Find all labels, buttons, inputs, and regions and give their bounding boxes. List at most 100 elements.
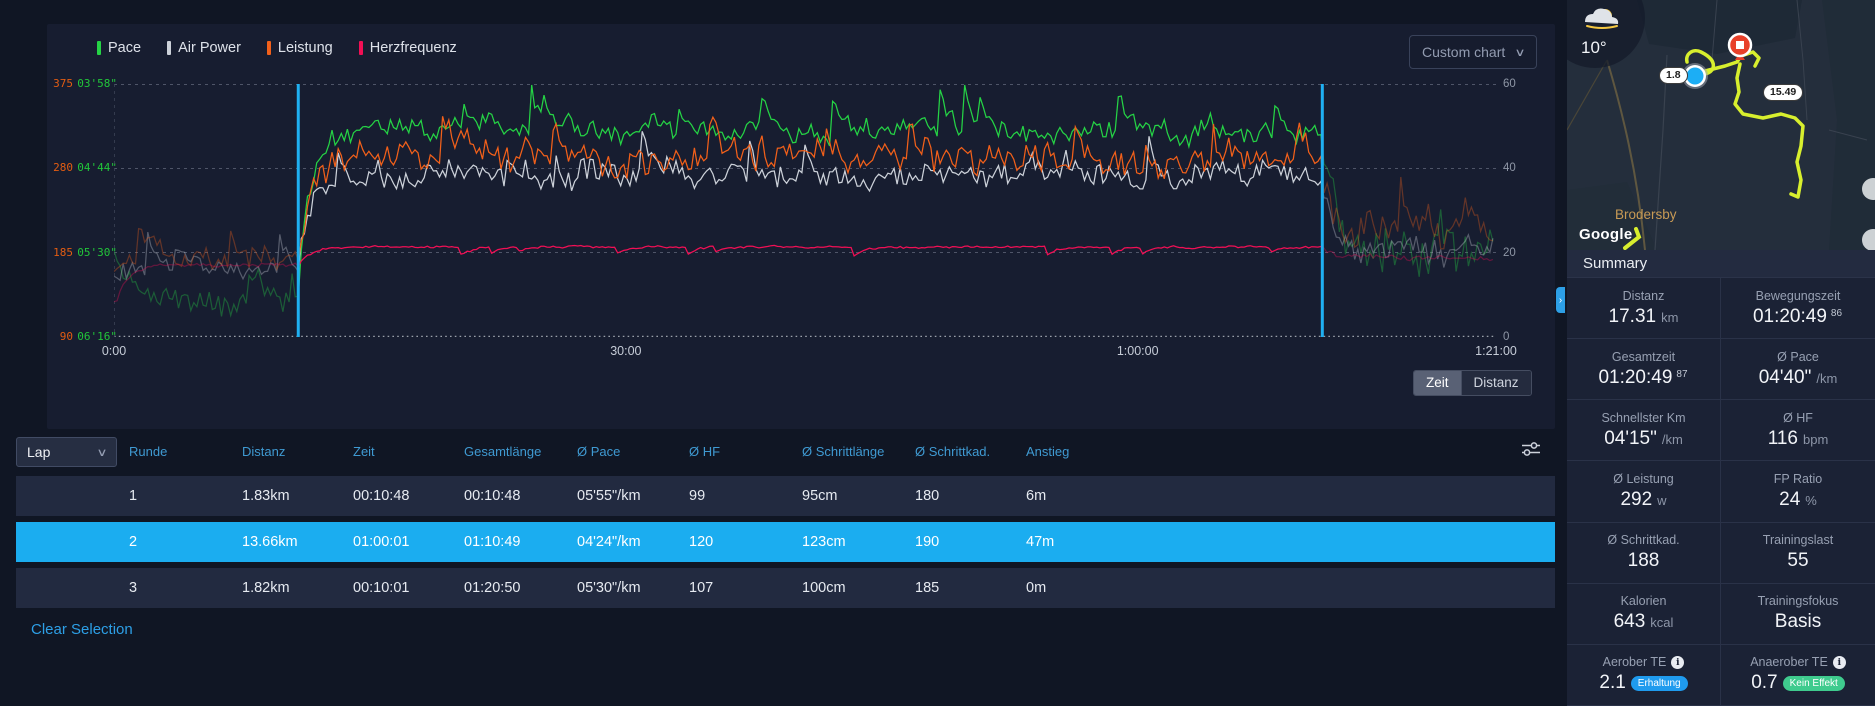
- x-tick-label: 0:00: [101, 344, 127, 358]
- summary-grid: Distanz 17.31 km Bewegungszeit 01:20:49 86 Ges…: [1567, 278, 1875, 706]
- panel-collapse-tab[interactable]: ›: [1556, 287, 1565, 313]
- lap-cell: 00:10:01: [353, 580, 410, 596]
- summary-unit: w: [1657, 492, 1667, 508]
- map-place-label: Brodersby: [1615, 207, 1677, 222]
- axis-tick-label: 40: [1503, 162, 1516, 175]
- lap-column-header[interactable]: Ø Schrittkad.: [915, 444, 991, 459]
- summary-unit: /km: [1661, 431, 1683, 447]
- summary-value: Basis: [1774, 611, 1822, 633]
- lap-select-label: Lap: [27, 444, 51, 460]
- summary-tile-1: Bewegungszeit 01:20:49 86: [1721, 278, 1875, 340]
- legend-item-1[interactable]: Air Power: [167, 40, 241, 56]
- lap-column-header[interactable]: Zeit: [353, 444, 375, 459]
- lap-table-header: Runde Distanz Zeit Gesamtlänge Ø Pace Ø HF Ø S…: [16, 440, 1555, 466]
- weather-icon: [1585, 8, 1619, 29]
- weather-temperature[interactable]: 10°: [1581, 38, 1607, 57]
- axis-tick-label: 90: [59, 330, 73, 343]
- legend-item-0[interactable]: Pace: [97, 40, 141, 56]
- legend-item-3[interactable]: Herzfrequenz: [358, 40, 457, 56]
- info-icon[interactable]: i: [1832, 655, 1846, 669]
- summary-label: Bewegungszeit: [1755, 288, 1841, 303]
- clear-selection-link[interactable]: Clear Selection: [31, 621, 133, 638]
- lap-cell: 6m: [1026, 488, 1047, 504]
- summary-value: 643: [1613, 611, 1646, 633]
- lap-cell: 0m: [1026, 580, 1047, 596]
- lap-cell: 190: [915, 534, 940, 550]
- end-distance-pill: 15.49: [1763, 84, 1804, 101]
- table-settings-icon[interactable]: [1521, 441, 1541, 462]
- lap-column-header[interactable]: Distanz: [242, 444, 286, 459]
- lap-cell: 1.82km: [242, 580, 290, 596]
- google-logo[interactable]: Google: [1579, 226, 1633, 243]
- lap-cell: 05'30"/km: [577, 580, 641, 596]
- summary-unit: /km: [1816, 370, 1838, 386]
- custom-chart-select[interactable]: Custom chart ∨: [1409, 35, 1537, 69]
- legend-item-2[interactable]: Leistung: [266, 40, 333, 56]
- lap-column-header[interactable]: Ø Schrittlänge: [802, 444, 885, 459]
- summary-header: Summary: [1567, 250, 1875, 278]
- chart-plot[interactable]: [114, 84, 1496, 337]
- lap-row-2[interactable]: 2 13.66km 01:00:01 01:10:49 04'24"/km 120 123c…: [16, 522, 1555, 562]
- summary-tile-6: Ø Leistung 292 w: [1567, 461, 1721, 523]
- lap-column-header[interactable]: Ø Pace: [577, 444, 621, 459]
- lap-cell: 04'24"/km: [577, 534, 641, 550]
- legend-label: Leistung: [277, 40, 333, 56]
- summary-label: Ø HF: [1783, 410, 1813, 425]
- summary-tile-8: Ø Schrittkad. 188: [1567, 522, 1721, 584]
- lap-cell: 1.83km: [242, 488, 290, 504]
- te-badge: Kein Effekt: [1782, 676, 1845, 692]
- summary-value: 17.31: [1608, 305, 1657, 327]
- lap-column-header[interactable]: Runde: [129, 444, 168, 459]
- x-tick-label: 1:00:00: [1116, 344, 1159, 358]
- summary-label: Kalorien: [1620, 594, 1667, 609]
- chart-card: Pace Air Power Leistung Herzfrequenz Custom…: [47, 24, 1555, 429]
- summary-tile-12: Aerober TE i 2.1 Erhaltung: [1567, 644, 1721, 706]
- lap-column-header[interactable]: Ø HF: [689, 444, 721, 459]
- lap-column-header[interactable]: Gesamtlänge: [464, 444, 542, 459]
- map-canvas[interactable]: 1.8 15.49 10° Brodersby Google: [1567, 0, 1875, 250]
- axis-tick-label: 05'30": [77, 245, 117, 259]
- x-tick-label: 1:21:00: [1475, 344, 1517, 358]
- lap-type-select[interactable]: Lap ∨: [16, 437, 117, 467]
- lap-cell: 13.66km: [242, 534, 298, 550]
- axis-tick-label: 60: [1503, 78, 1516, 90]
- axis-tick-label: 280: [53, 161, 73, 175]
- legend-label: Air Power: [178, 40, 241, 56]
- lap-row-1[interactable]: 1 1.83km 00:10:48 00:10:48 05'55"/km 99 95cm 18…: [16, 476, 1555, 516]
- map-graphics: [1567, 0, 1875, 250]
- summary-tile-2: Gesamtzeit 01:20:49 87: [1567, 339, 1721, 401]
- summary-tile-13: Anaerober TE i 0.7 Kein Effekt: [1721, 644, 1875, 706]
- x-tick-label: 30:00: [610, 344, 642, 358]
- lap-column-header[interactable]: Anstieg: [1026, 444, 1070, 459]
- lap-cell: 47m: [1026, 534, 1055, 550]
- summary-tile-11: Trainingsfokus Basis: [1721, 583, 1875, 645]
- summary-value: 04'40": [1758, 366, 1812, 388]
- lap-row-3[interactable]: 3 1.82km 00:10:01 01:20:50 05'30"/km 107 100cm…: [16, 568, 1555, 608]
- summary-label: Trainingslast: [1762, 533, 1834, 548]
- summary-label: FP Ratio: [1773, 471, 1823, 486]
- axis-tick-label: 185: [53, 245, 73, 259]
- chevron-down-icon: ∨: [1514, 46, 1526, 59]
- x-mode-button-distanz[interactable]: Distanz: [1460, 371, 1531, 395]
- summary-value: 01:20:49: [1598, 366, 1673, 388]
- summary-unit: %: [1805, 492, 1817, 508]
- summary-label: Trainingsfokus: [1757, 594, 1839, 609]
- info-icon[interactable]: i: [1671, 655, 1685, 669]
- legend-label: Pace: [108, 40, 142, 56]
- summary-tile-3: Ø Pace 04'40"/km: [1721, 339, 1875, 401]
- summary-value: 2.1: [1599, 672, 1626, 694]
- summary-tile-5: Ø HF 116 bpm: [1721, 400, 1875, 462]
- lap-cell: 01:00:01: [353, 534, 410, 550]
- summary-label: Aerober TE: [1602, 655, 1667, 670]
- summary-tile-4: Schnellster Km 04'15"/km: [1567, 400, 1721, 462]
- lap-cell: 01:20:50: [464, 580, 521, 596]
- x-mode-button-zeit[interactable]: Zeit: [1414, 371, 1461, 395]
- lap-cell: 05'55"/km: [577, 488, 641, 504]
- lap-cell: 180: [915, 488, 940, 504]
- summary-value: 292: [1620, 488, 1653, 510]
- lap-cell: 00:10:48: [353, 488, 410, 504]
- lap-cell: 123cm: [802, 534, 846, 550]
- summary-tile-9: Trainingslast 55: [1721, 522, 1875, 584]
- summary-title: Summary: [1583, 255, 1648, 272]
